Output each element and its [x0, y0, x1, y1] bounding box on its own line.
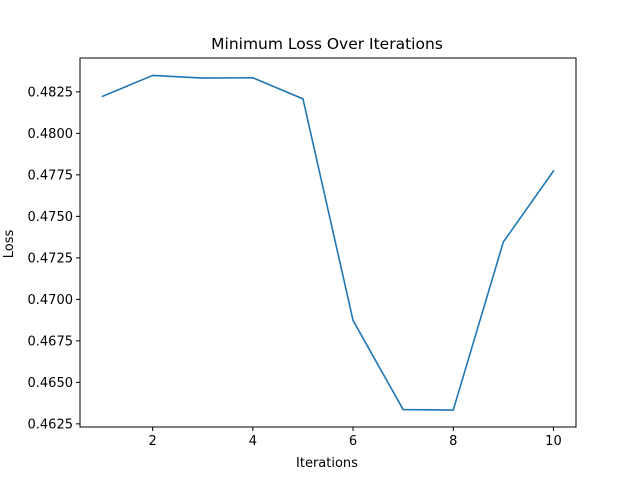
x-axis: 2 4 6 8 10: [149, 427, 562, 449]
y-tick-label: 0.4625: [28, 417, 74, 432]
plot-frame: [79, 57, 577, 428]
y-axis-label: Loss: [2, 230, 17, 259]
chart-title: Minimum Loss Over Iterations: [211, 35, 443, 53]
x-tick-label: 8: [449, 434, 457, 449]
x-tick-label: 6: [349, 434, 357, 449]
y-tick-label: 0.4750: [28, 210, 74, 225]
y-tick-label: 0.4650: [28, 376, 74, 391]
x-axis-label: Iterations: [296, 456, 358, 471]
series-layer: [101, 74, 555, 411]
y-tick-label: 0.4700: [28, 293, 74, 308]
y-tick-label: 0.4675: [28, 334, 74, 349]
y-tick-label: 0.4800: [28, 127, 74, 142]
x-tick-label: 10: [545, 434, 562, 449]
y-axis: 0.4625 0.4650 0.4675 0.4700 0.4725 0.4750 0.47…: [28, 85, 80, 432]
y-tick-label: 0.4725: [28, 251, 74, 266]
y-tick-label: 0.4775: [28, 168, 74, 183]
y-tick-label: 0.4825: [28, 85, 74, 100]
x-tick-label: 2: [149, 434, 157, 449]
series-line: [101, 74, 555, 411]
x-tick-label: 4: [249, 434, 257, 449]
plot-area: [79, 57, 577, 428]
